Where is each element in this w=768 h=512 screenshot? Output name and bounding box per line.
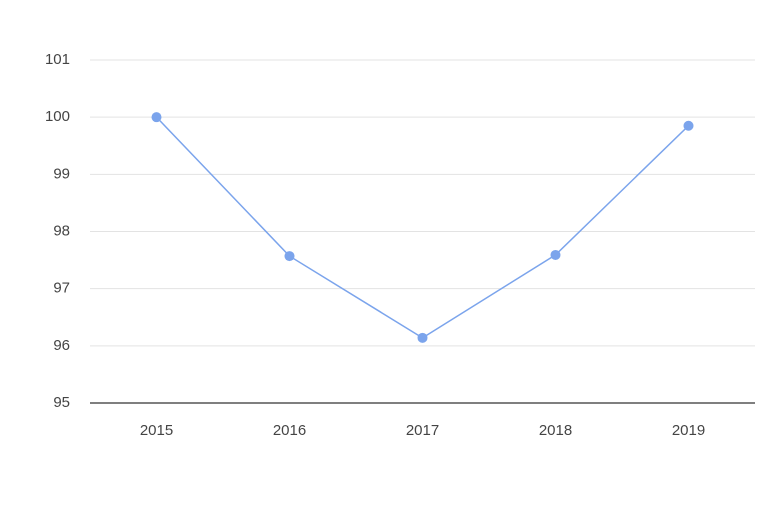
y-tick-label: 95 <box>53 394 70 411</box>
data-point <box>284 251 295 262</box>
data-point <box>550 249 561 260</box>
y-tick-label: 100 <box>45 108 70 125</box>
y-tick-label: 96 <box>53 337 70 354</box>
data-point <box>151 112 162 123</box>
x-tick-label: 2018 <box>539 422 572 439</box>
data-point <box>683 120 694 131</box>
y-tick-label: 98 <box>53 222 70 239</box>
y-tick-label: 97 <box>53 280 70 297</box>
data-line <box>155 116 690 339</box>
x-tick-label: 2015 <box>140 422 173 439</box>
x-tick-label: 2019 <box>672 422 705 439</box>
x-tick-label: 2016 <box>273 422 306 439</box>
data-point <box>417 332 428 343</box>
y-tick-label: 101 <box>45 51 70 68</box>
x-tick-label: 2017 <box>406 422 439 439</box>
y-tick-label: 99 <box>53 165 70 182</box>
